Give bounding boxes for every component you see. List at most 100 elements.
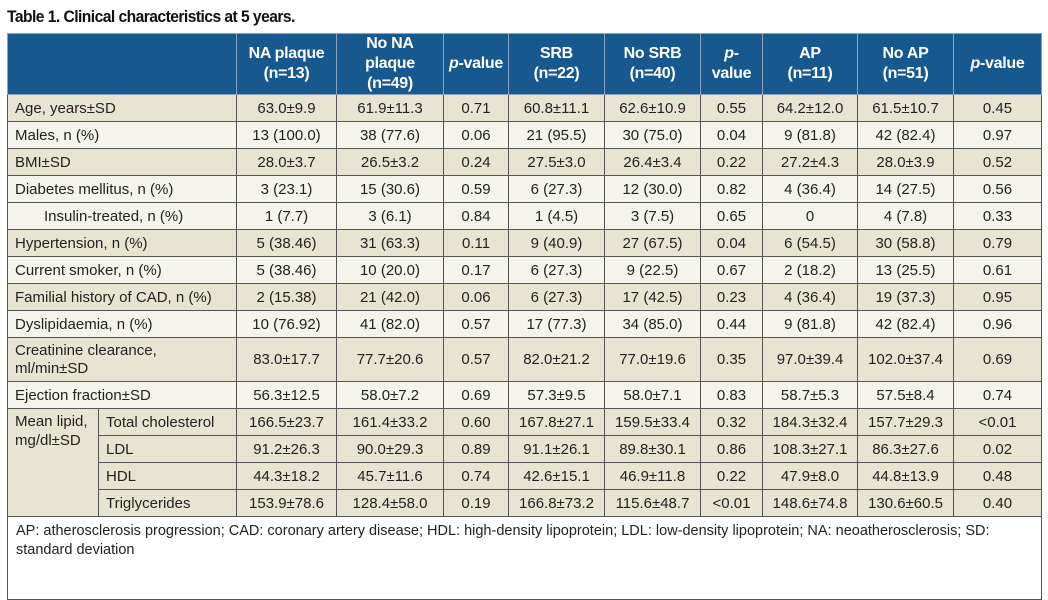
table-cell: 21 (42.0) <box>336 283 444 311</box>
table-cell: 0.45 <box>953 94 1042 122</box>
table-cell: 0.86 <box>700 435 763 463</box>
table-cell: 9 (40.9) <box>508 229 605 257</box>
header-group-n: (n=13) <box>263 65 310 82</box>
header-p-rest: -value <box>711 45 752 82</box>
table-cell: 10 (76.92) <box>236 310 337 338</box>
header-p: p <box>449 55 459 72</box>
header-blank <box>7 33 237 95</box>
table-cell: 1 (7.7) <box>236 202 337 230</box>
table-cell: 42.6±15.1 <box>508 462 605 490</box>
table-cell: 0.48 <box>953 462 1042 490</box>
table-cell: 90.0±29.3 <box>336 435 444 463</box>
row-label: Insulin-treated, n (%) <box>7 202 237 230</box>
table-cell: 0.02 <box>953 435 1042 463</box>
table-cell: 0.06 <box>443 283 509 311</box>
table-cell: 14 (27.5) <box>857 175 954 203</box>
table-cell: 2 (15.38) <box>236 283 337 311</box>
table-cell: 58.0±7.2 <box>336 381 444 409</box>
table-cell: 13 (100.0) <box>236 121 337 149</box>
table-cell: 89.8±30.1 <box>604 435 701 463</box>
table-cell: 0.74 <box>953 381 1042 409</box>
footnote-row: AP: atherosclerosis progression; CAD: co… <box>7 516 1042 600</box>
table-title: Table 1. Clinical characteristics at 5 y… <box>7 7 295 26</box>
table-cell: 77.0±19.6 <box>604 337 701 382</box>
table-cell: 102.0±37.4 <box>857 337 954 382</box>
header-p-rest: -value <box>458 55 504 72</box>
header-group: No NA plaque (n=49) <box>336 33 444 95</box>
row-label: Familial history of CAD, n (%) <box>7 283 237 311</box>
table-cell: 19 (37.3) <box>857 283 954 311</box>
table-cell: 161.4±33.2 <box>336 408 444 436</box>
table-cell: 148.6±74.8 <box>762 489 858 517</box>
table-cell: 9 (22.5) <box>604 256 701 284</box>
table-cell: 167.8±27.1 <box>508 408 605 436</box>
table-row: Age, years±SD 63.0±9.9 61.9±11.3 0.71 60.8±1… <box>7 94 1042 122</box>
table-cell: 4 (36.4) <box>762 283 858 311</box>
table-cell: 5 (38.46) <box>236 256 337 284</box>
table-cell: 128.4±58.0 <box>336 489 444 517</box>
table-cell: 0.61 <box>953 256 1042 284</box>
table-cell: 0.79 <box>953 229 1042 257</box>
table-cell: 62.6±10.9 <box>604 94 701 122</box>
table-cell: 41 (82.0) <box>336 310 444 338</box>
table-cell: 3 (7.5) <box>604 202 701 230</box>
table-cell: 17 (77.3) <box>508 310 605 338</box>
table-cell: 0.97 <box>953 121 1042 149</box>
table-cell: 2 (18.2) <box>762 256 858 284</box>
table-cell: 0.74 <box>443 462 509 490</box>
table-cell: 0.11 <box>443 229 509 257</box>
table-cell: 42 (82.4) <box>857 310 954 338</box>
table-row: Triglycerides 153.9±78.6 128.4±58.0 0.19 166… <box>8 489 1042 517</box>
table-cell: 47.9±8.0 <box>762 462 858 490</box>
table-cell: 0.44 <box>700 310 763 338</box>
table-cell: 0.33 <box>953 202 1042 230</box>
table-cell: 45.7±11.6 <box>336 462 444 490</box>
table-cell: 0.06 <box>443 121 509 149</box>
header-group-n: (n=51) <box>882 65 929 82</box>
table-cell: 28.0±3.9 <box>857 148 954 176</box>
table-row: Creatinine clearance, ml/min±SD 83.0±17.7… <box>7 337 1042 382</box>
table-row: Dyslipidaemia, n (%) 10 (76.92) 41 (82.0) 0… <box>7 310 1042 338</box>
table-cell: 0.83 <box>700 381 763 409</box>
lipid-group-label: Mean lipid, mg/dl±SD <box>7 408 99 517</box>
header-row: NA plaque (n=13) No NA plaque (n=49) p-value… <box>7 33 1042 95</box>
table-cell: 86.3±27.6 <box>857 435 954 463</box>
table-cell: 44.8±13.9 <box>857 462 954 490</box>
table-cell: 57.3±9.5 <box>508 381 605 409</box>
table-cell: 42 (82.4) <box>857 121 954 149</box>
table-cell: 97.0±39.4 <box>762 337 858 382</box>
table-cell: 0.22 <box>700 148 763 176</box>
header-group-n: (n=11) <box>787 65 833 82</box>
row-label: Creatinine clearance, ml/min±SD <box>7 337 237 382</box>
table-cell: 44.3±18.2 <box>236 462 337 490</box>
header-group: AP (n=11) <box>762 33 858 95</box>
row-label: BMI±SD <box>7 148 237 176</box>
table-cell: 166.5±23.7 <box>236 408 337 436</box>
row-label: LDL <box>98 435 237 463</box>
table-cell: 58.7±5.3 <box>762 381 858 409</box>
table-cell: 56.3±12.5 <box>236 381 337 409</box>
table-cell: 0.57 <box>443 337 509 382</box>
row-label: Triglycerides <box>98 489 237 517</box>
header-group-name: NA plaque <box>248 45 325 62</box>
table-cell: 57.5±8.4 <box>857 381 954 409</box>
table-cell: 5 (38.46) <box>236 229 337 257</box>
row-label: Age, years±SD <box>7 94 237 122</box>
table-cell: 130.6±60.5 <box>857 489 954 517</box>
table-cell: 83.0±17.7 <box>236 337 337 382</box>
table-cell: 30 (75.0) <box>604 121 701 149</box>
table-cell: 0.59 <box>443 175 509 203</box>
table-cell: 153.9±78.6 <box>236 489 337 517</box>
table-cell: 9 (81.8) <box>762 121 858 149</box>
header-group-name: SRB <box>540 45 573 62</box>
table-cell: 3 (23.1) <box>236 175 337 203</box>
table-cell: 0.55 <box>700 94 763 122</box>
row-label: Hypertension, n (%) <box>7 229 237 257</box>
table-cell: 58.0±7.1 <box>604 381 701 409</box>
table-cell: 0.52 <box>953 148 1042 176</box>
table-cell: 26.4±3.4 <box>604 148 701 176</box>
table-cell: 38 (77.6) <box>336 121 444 149</box>
table-cell: 0.95 <box>953 283 1042 311</box>
row-label: Diabetes mellitus, n (%) <box>7 175 237 203</box>
table-cell: 0.22 <box>700 462 763 490</box>
